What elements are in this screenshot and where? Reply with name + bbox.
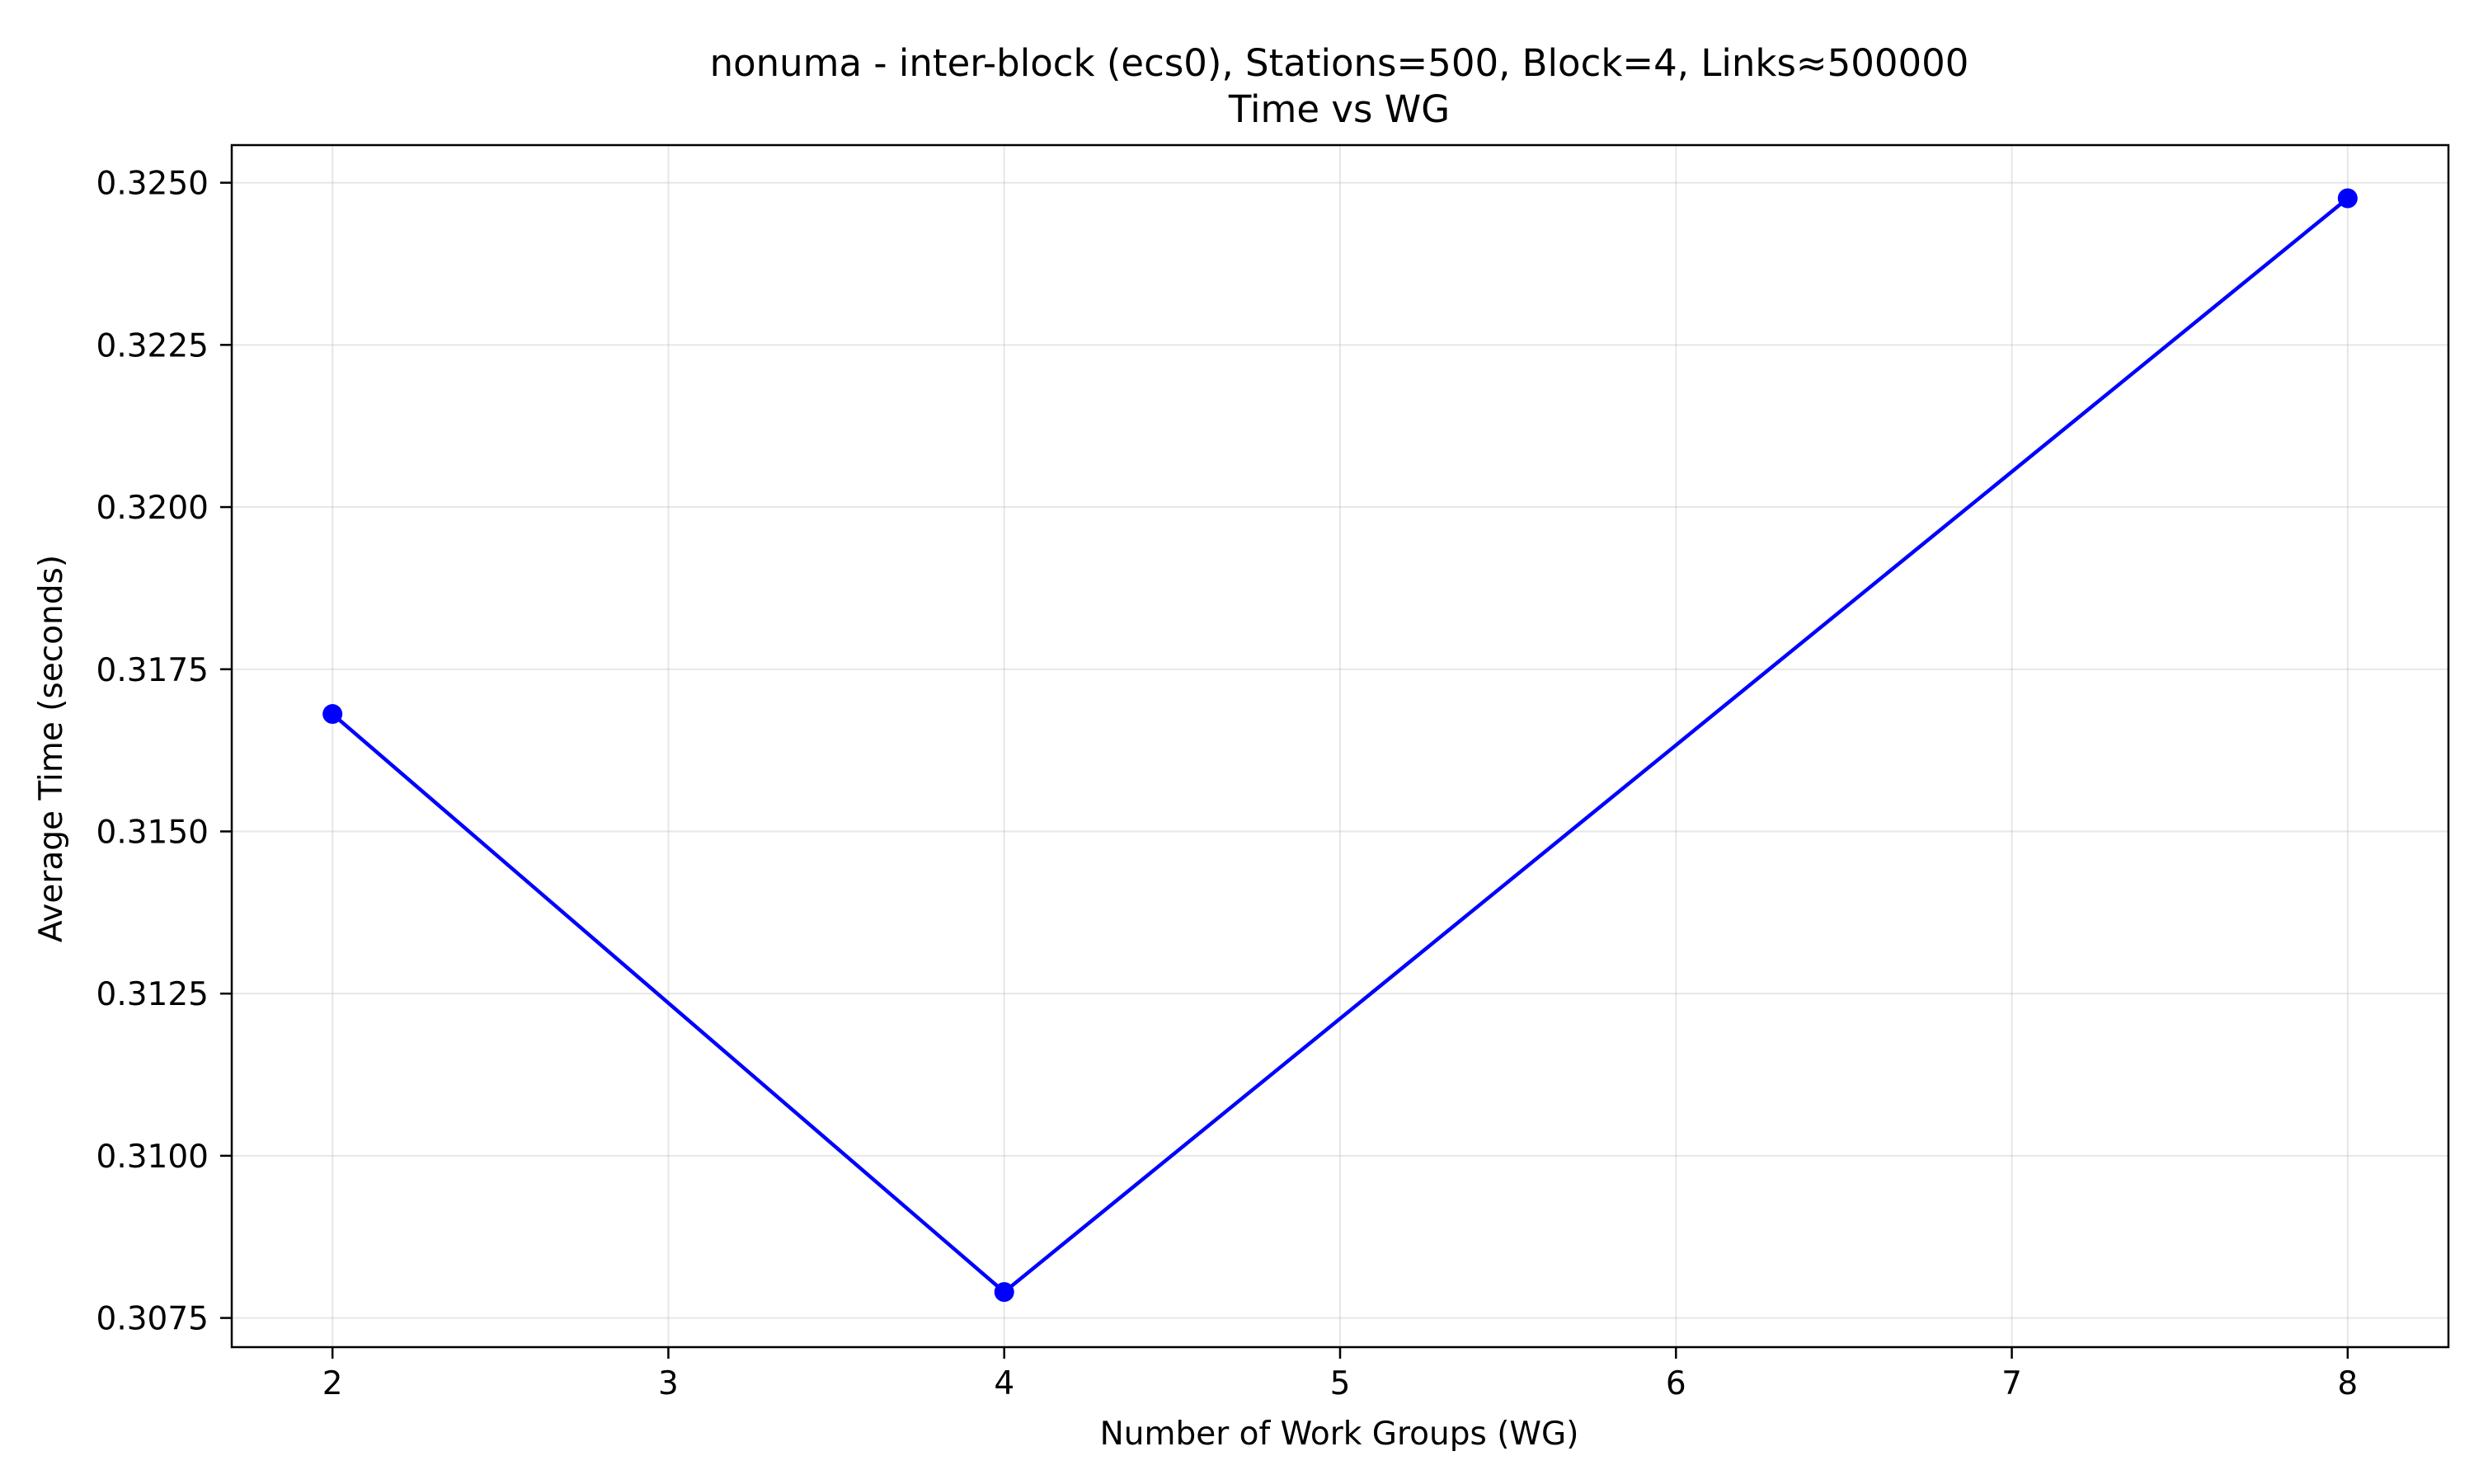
x-tick-label: 4: [994, 1365, 1014, 1402]
y-tick-label: 0.3125: [96, 976, 209, 1013]
y-tick-label: 0.3175: [96, 652, 209, 689]
series-layer: [322, 188, 2358, 1303]
x-tick-label: 3: [658, 1365, 679, 1402]
y-tick-label: 0.3100: [96, 1139, 209, 1176]
data-point: [2337, 188, 2358, 209]
x-tick-label: 5: [1330, 1365, 1351, 1402]
y-tick-label: 0.3150: [96, 814, 209, 851]
grid-lines: [232, 145, 2448, 1347]
y-tick-label: 0.3250: [96, 166, 209, 203]
x-tick-label: 2: [322, 1365, 343, 1402]
data-point: [322, 704, 343, 725]
x-tick-label: 8: [2337, 1365, 2358, 1402]
chart-subtitle: Time vs WG: [1228, 87, 1450, 131]
y-axis-ticks: 0.3075 0.3100 0.3125 0.3150 0.3175 0.3200 0.32…: [96, 166, 232, 1338]
x-axis-label: Number of Work Groups (WG): [1100, 1416, 1579, 1453]
x-tick-label: 7: [2001, 1365, 2022, 1402]
y-axis-label: Average Time (seconds): [33, 555, 70, 942]
y-tick-label: 0.3200: [96, 490, 209, 527]
x-tick-label: 6: [1666, 1365, 1686, 1402]
y-tick-label: 0.3225: [96, 327, 209, 364]
data-point: [994, 1282, 1014, 1303]
chart-title: nonuma - inter-block (ecs0), Stations=50…: [710, 41, 1969, 85]
y-tick-label: 0.3075: [96, 1301, 209, 1338]
x-axis-ticks: 2 3 4 5 6 7 8: [322, 1347, 2358, 1402]
